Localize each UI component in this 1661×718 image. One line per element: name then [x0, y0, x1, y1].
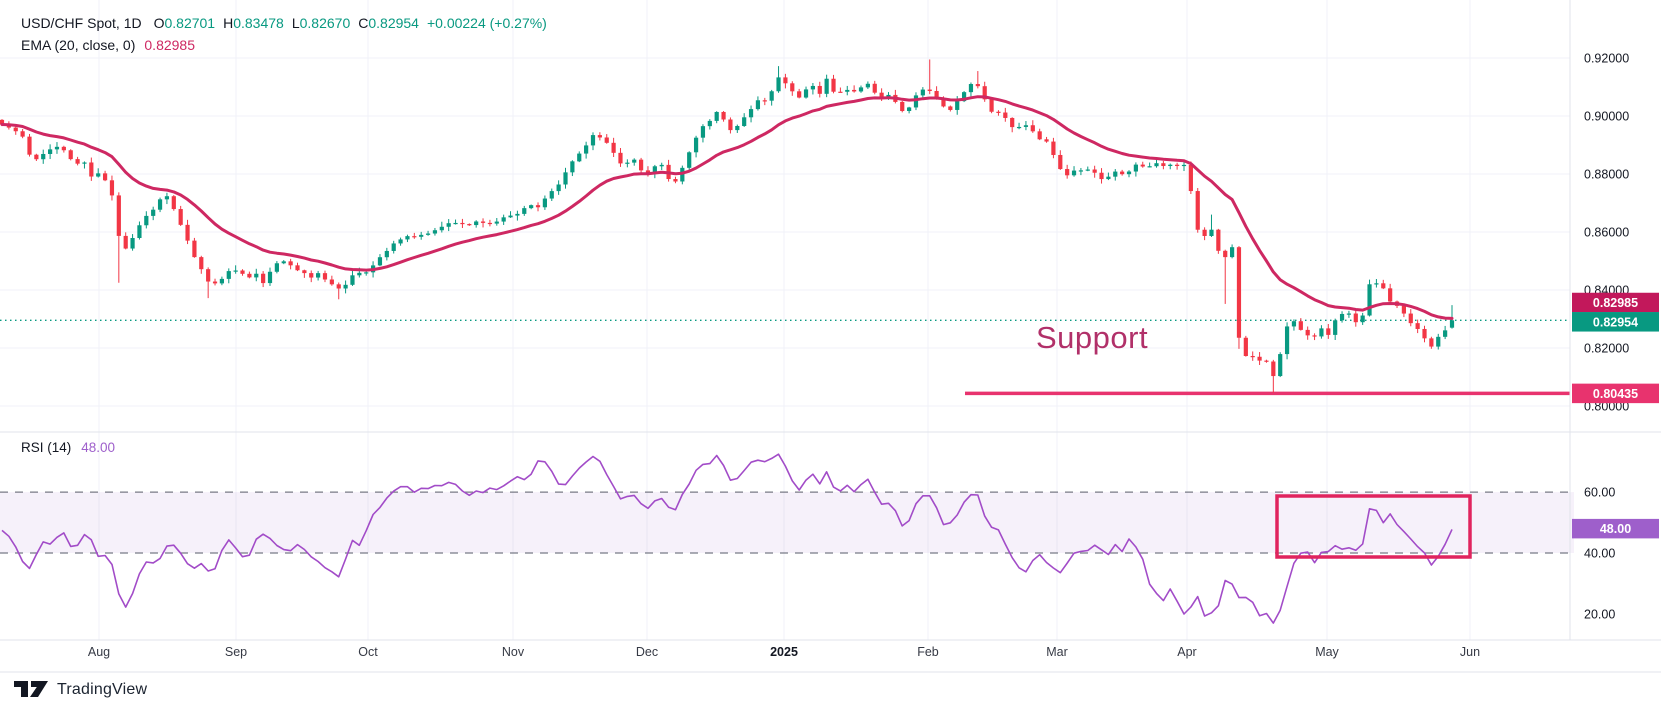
- tradingview-logo-text: TradingView: [57, 681, 148, 698]
- price-axis-label: 0.86000: [1584, 226, 1629, 240]
- time-axis-label: Nov: [502, 645, 525, 659]
- ohlc-value: 0.82670: [299, 15, 351, 31]
- tradingview-logo-icon: [14, 681, 48, 697]
- ohlc-key: L: [291, 15, 300, 31]
- tradingview-logo[interactable]: TradingView: [13, 677, 147, 703]
- price-axis-label: 0.88000: [1584, 168, 1629, 182]
- rsi-legend[interactable]: RSI (14) 48.00: [21, 440, 115, 455]
- rsi-value-badge: [1572, 518, 1659, 539]
- ohlc-values: O0.82701 H0.83478 L0.82670 C0.82954: [146, 15, 419, 31]
- price-axis-label: 0.82000: [1584, 342, 1629, 356]
- ema-value: 0.82985: [144, 37, 195, 53]
- rsi-consolidation-box[interactable]: [1275, 494, 1472, 559]
- symbol-title: USD/CHF Spot, 1D: [21, 15, 142, 31]
- time-axis-label: Jun: [1460, 645, 1480, 659]
- ema-legend-row[interactable]: EMA (20, close, 0) 0.82985: [21, 34, 547, 56]
- support-price-badge: [1572, 383, 1659, 404]
- ohlc-value: 0.83478: [233, 15, 284, 31]
- axis-badges: 0.82985 0.82954 0.80435 48.00: [1572, 292, 1659, 539]
- time-axis-label: Feb: [917, 645, 939, 659]
- time-axis-label: 2025: [770, 645, 798, 659]
- ohlc-value: 0.82701: [164, 15, 216, 31]
- support-annotation-label[interactable]: Support: [1036, 320, 1149, 355]
- ema-price-badge: [1572, 292, 1659, 313]
- last-price-badge: [1572, 312, 1659, 332]
- ema-line[interactable]: [0, 95, 1454, 320]
- ema-price-badge-text: 0.82985: [1593, 296, 1638, 310]
- support-price-badge-text: 0.80435: [1593, 387, 1638, 401]
- price-axis-label: 0.90000: [1584, 110, 1629, 124]
- ema-label: EMA (20, close, 0): [21, 37, 136, 53]
- last-price-badge-text: 0.82954: [1593, 315, 1638, 329]
- ohlc-key: C: [358, 15, 369, 31]
- symbol-legend-row[interactable]: USD/CHF Spot, 1D O0.82701 H0.83478 L0.8267…: [21, 12, 547, 34]
- rsi-value: 48.00: [81, 440, 116, 455]
- rsi-value-badge-text: 48.00: [1600, 522, 1631, 536]
- time-axis-label: May: [1315, 645, 1339, 659]
- price-axis-label: 0.92000: [1584, 52, 1629, 66]
- time-axis-label: Oct: [358, 645, 378, 659]
- time-axis-label: Sep: [225, 645, 247, 659]
- ohlc-key: H: [223, 15, 234, 31]
- symbol-legend[interactable]: USD/CHF Spot, 1D O0.82701 H0.83478 L0.8267…: [21, 12, 547, 56]
- rsi-axis-label: 60.00: [1584, 486, 1615, 500]
- ohlc-key: O: [153, 15, 165, 31]
- rsi-axis-label: 40.00: [1584, 547, 1615, 561]
- time-axis-label: Dec: [636, 645, 658, 659]
- gridlines: [0, 0, 1570, 640]
- pane-separators: [0, 0, 1661, 673]
- ohlc-value: 0.82954: [368, 15, 419, 31]
- time-axis-label: Aug: [88, 645, 110, 659]
- change-value: +0.00224 (+0.27%): [426, 15, 547, 31]
- rsi-label: RSI (14): [21, 440, 72, 455]
- rsi-axis-label: 20.00: [1584, 607, 1615, 621]
- time-axis[interactable]: Aug Sep Oct Nov Dec 2025 Feb Mar Apr May Jun: [88, 645, 1480, 659]
- rsi-band: [0, 491, 1574, 554]
- time-axis-label: Apr: [1177, 645, 1196, 659]
- time-axis-label: Mar: [1046, 645, 1068, 659]
- rsi-line[interactable]: [1, 453, 1453, 624]
